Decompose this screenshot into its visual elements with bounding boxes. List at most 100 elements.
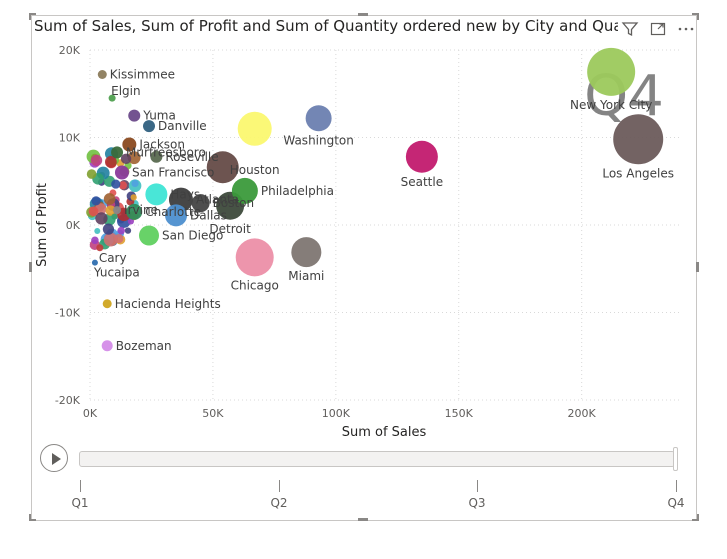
cluster-point[interactable] <box>131 179 139 188</box>
play-axis-tick <box>477 480 478 492</box>
y-axis-ticks: 20K 10K 0K -10K -20K <box>55 44 81 407</box>
resize-handle-right-center[interactable] <box>696 262 699 272</box>
x-axis-ticks: 0K 50K 100K 150K 200K <box>83 407 597 420</box>
data-label: Miami <box>288 269 324 283</box>
play-icon <box>52 453 61 465</box>
cluster-point[interactable] <box>117 226 125 235</box>
cluster-point[interactable] <box>91 196 101 206</box>
resize-handle-bottom-left-v[interactable] <box>29 514 31 521</box>
cluster-point[interactable] <box>111 213 118 220</box>
cluster-point[interactable] <box>111 179 121 189</box>
point-seattle[interactable] <box>405 140 438 173</box>
y-tick-label: -20K <box>55 394 81 407</box>
point-hays[interactable] <box>145 183 168 206</box>
cluster-point[interactable] <box>104 156 117 168</box>
data-label: Dallas <box>190 208 227 222</box>
resize-handle-bottom-right[interactable] <box>692 519 699 521</box>
data-label: Bozeman <box>116 339 172 353</box>
resize-handle-bottom-left[interactable] <box>29 519 36 521</box>
data-label: Seattle <box>401 175 443 189</box>
cluster-point[interactable] <box>103 232 118 247</box>
play-axis-label-q3[interactable]: Q3 <box>468 496 486 510</box>
play-axis-label-q2[interactable]: Q2 <box>270 496 288 510</box>
point-washington[interactable] <box>305 105 332 132</box>
point-new-york-city[interactable] <box>587 47 636 96</box>
resize-handle-top-center[interactable] <box>358 13 368 16</box>
resize-handle-top-left-v[interactable] <box>29 13 31 20</box>
data-label: Kissimmee <box>110 68 175 82</box>
point-kissimmee[interactable] <box>97 70 107 79</box>
y-tick-label: 20K <box>59 44 81 57</box>
cluster-point[interactable] <box>86 169 97 179</box>
point-san-diego[interactable] <box>139 225 159 246</box>
point-philadelphia[interactable] <box>231 177 258 204</box>
chart-title: Sum of Sales, Sum of Profit and Sum of Q… <box>34 17 618 35</box>
more-options-icon[interactable] <box>677 20 695 38</box>
point-yucaipa[interactable] <box>91 259 98 266</box>
data-points <box>86 47 664 352</box>
cluster-point[interactable] <box>94 228 101 235</box>
point-boston[interactable] <box>191 194 210 213</box>
cluster-point[interactable] <box>102 223 115 235</box>
point-murfreesboro[interactable] <box>111 146 124 159</box>
data-label: Washington <box>283 133 354 147</box>
filter-icon[interactable] <box>621 20 639 38</box>
point-cary[interactable] <box>96 244 104 252</box>
point-elgin[interactable] <box>108 94 116 102</box>
point-san-francisco[interactable] <box>114 165 129 180</box>
point-danville[interactable] <box>143 120 155 133</box>
data-label: Houston <box>230 163 280 177</box>
focus-mode-icon[interactable] <box>649 20 667 38</box>
point-los-angeles[interactable] <box>613 114 664 165</box>
resize-handle-bottom-right-v[interactable] <box>697 514 699 521</box>
point-chicago[interactable] <box>235 238 274 277</box>
data-labels: Kissimmee New York City Los Angeles Washing… <box>93 68 674 353</box>
resize-handle-top-left[interactable] <box>29 13 36 15</box>
point-hacienda-heights[interactable] <box>102 299 112 309</box>
resize-handle-left-center[interactable] <box>29 262 32 272</box>
cluster-point[interactable] <box>103 193 116 205</box>
data-label: Roseville <box>165 150 218 164</box>
cluster-point[interactable] <box>120 153 132 165</box>
resize-handle-top-right-v[interactable] <box>697 13 699 20</box>
play-axis-slider[interactable] <box>79 451 675 467</box>
cluster-point[interactable] <box>105 205 116 216</box>
resize-handle-bottom-center[interactable] <box>358 518 368 521</box>
point-charlotte[interactable] <box>126 203 143 220</box>
point-irvine[interactable] <box>113 206 122 215</box>
point-houston[interactable] <box>237 111 272 146</box>
cluster-point[interactable] <box>127 218 134 225</box>
x-tick-label: 200K <box>568 407 597 420</box>
point-bozeman[interactable] <box>101 340 113 352</box>
cluster-point[interactable] <box>130 194 137 201</box>
data-label: Yuma <box>142 109 176 123</box>
x-tick-label: 150K <box>445 407 474 420</box>
point-dallas[interactable] <box>165 204 188 227</box>
resize-handle-top-right[interactable] <box>692 13 699 15</box>
data-label: Charlotte <box>145 205 201 219</box>
data-label: San Diego <box>162 229 223 243</box>
point-roseville[interactable] <box>150 150 163 163</box>
cluster-point[interactable] <box>91 236 99 245</box>
data-label: Jackson <box>138 138 185 152</box>
play-axis-label-q4[interactable]: Q4 <box>667 496 685 510</box>
cluster-point[interactable] <box>127 151 141 165</box>
x-tick-label: 100K <box>322 407 351 420</box>
cluster-point[interactable] <box>90 154 103 166</box>
data-label: Chicago <box>231 278 279 292</box>
point-miami[interactable] <box>291 237 322 268</box>
cluster-point[interactable] <box>88 206 99 217</box>
play-axis-slider-thumb[interactable] <box>673 447 678 471</box>
cluster-point[interactable] <box>95 212 108 225</box>
data-label: Elgin <box>111 84 140 98</box>
point-yuma[interactable] <box>128 109 141 122</box>
point-houston-2[interactable] <box>206 151 239 184</box>
play-button[interactable] <box>40 444 68 472</box>
x-axis-title: Sum of Sales <box>342 425 427 440</box>
cluster-point[interactable] <box>124 227 132 234</box>
data-label: Philadelphia <box>261 184 334 198</box>
point-jackson[interactable] <box>122 137 137 152</box>
cluster-point[interactable] <box>118 181 128 190</box>
play-axis-label-q1[interactable]: Q1 <box>71 496 89 510</box>
y-tick-label: -10K <box>55 307 81 320</box>
